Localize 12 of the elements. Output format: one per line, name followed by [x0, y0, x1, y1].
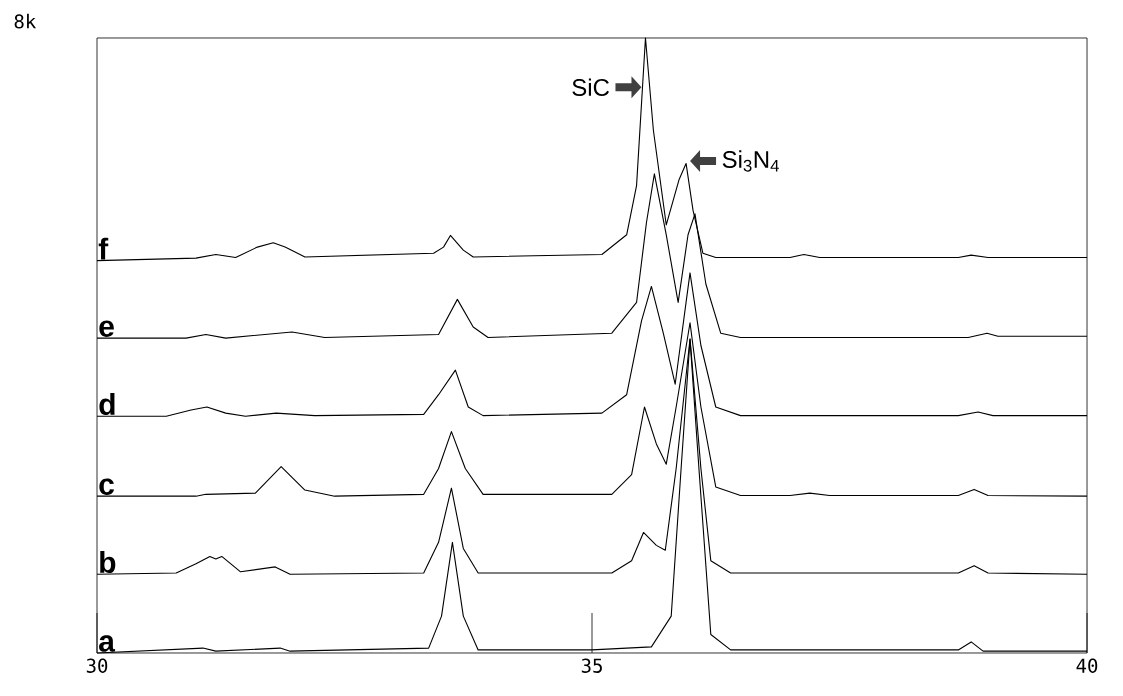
legend-label: a	[99, 635, 116, 652]
annotation: Si$_{3}$N$_{4}$	[722, 150, 779, 172]
series-label: d	[99, 392, 115, 416]
series-label: f	[98, 237, 109, 260]
annotation: SiC	[572, 78, 610, 97]
x-tick-label: 30	[86, 658, 108, 673]
x-tick-label: 40	[1076, 658, 1098, 673]
series-label: b	[100, 551, 116, 574]
series-label: e	[99, 320, 114, 337]
x-tick-label: 35	[581, 658, 602, 673]
series-label: c	[99, 478, 115, 495]
text: 8k	[14, 13, 37, 29]
